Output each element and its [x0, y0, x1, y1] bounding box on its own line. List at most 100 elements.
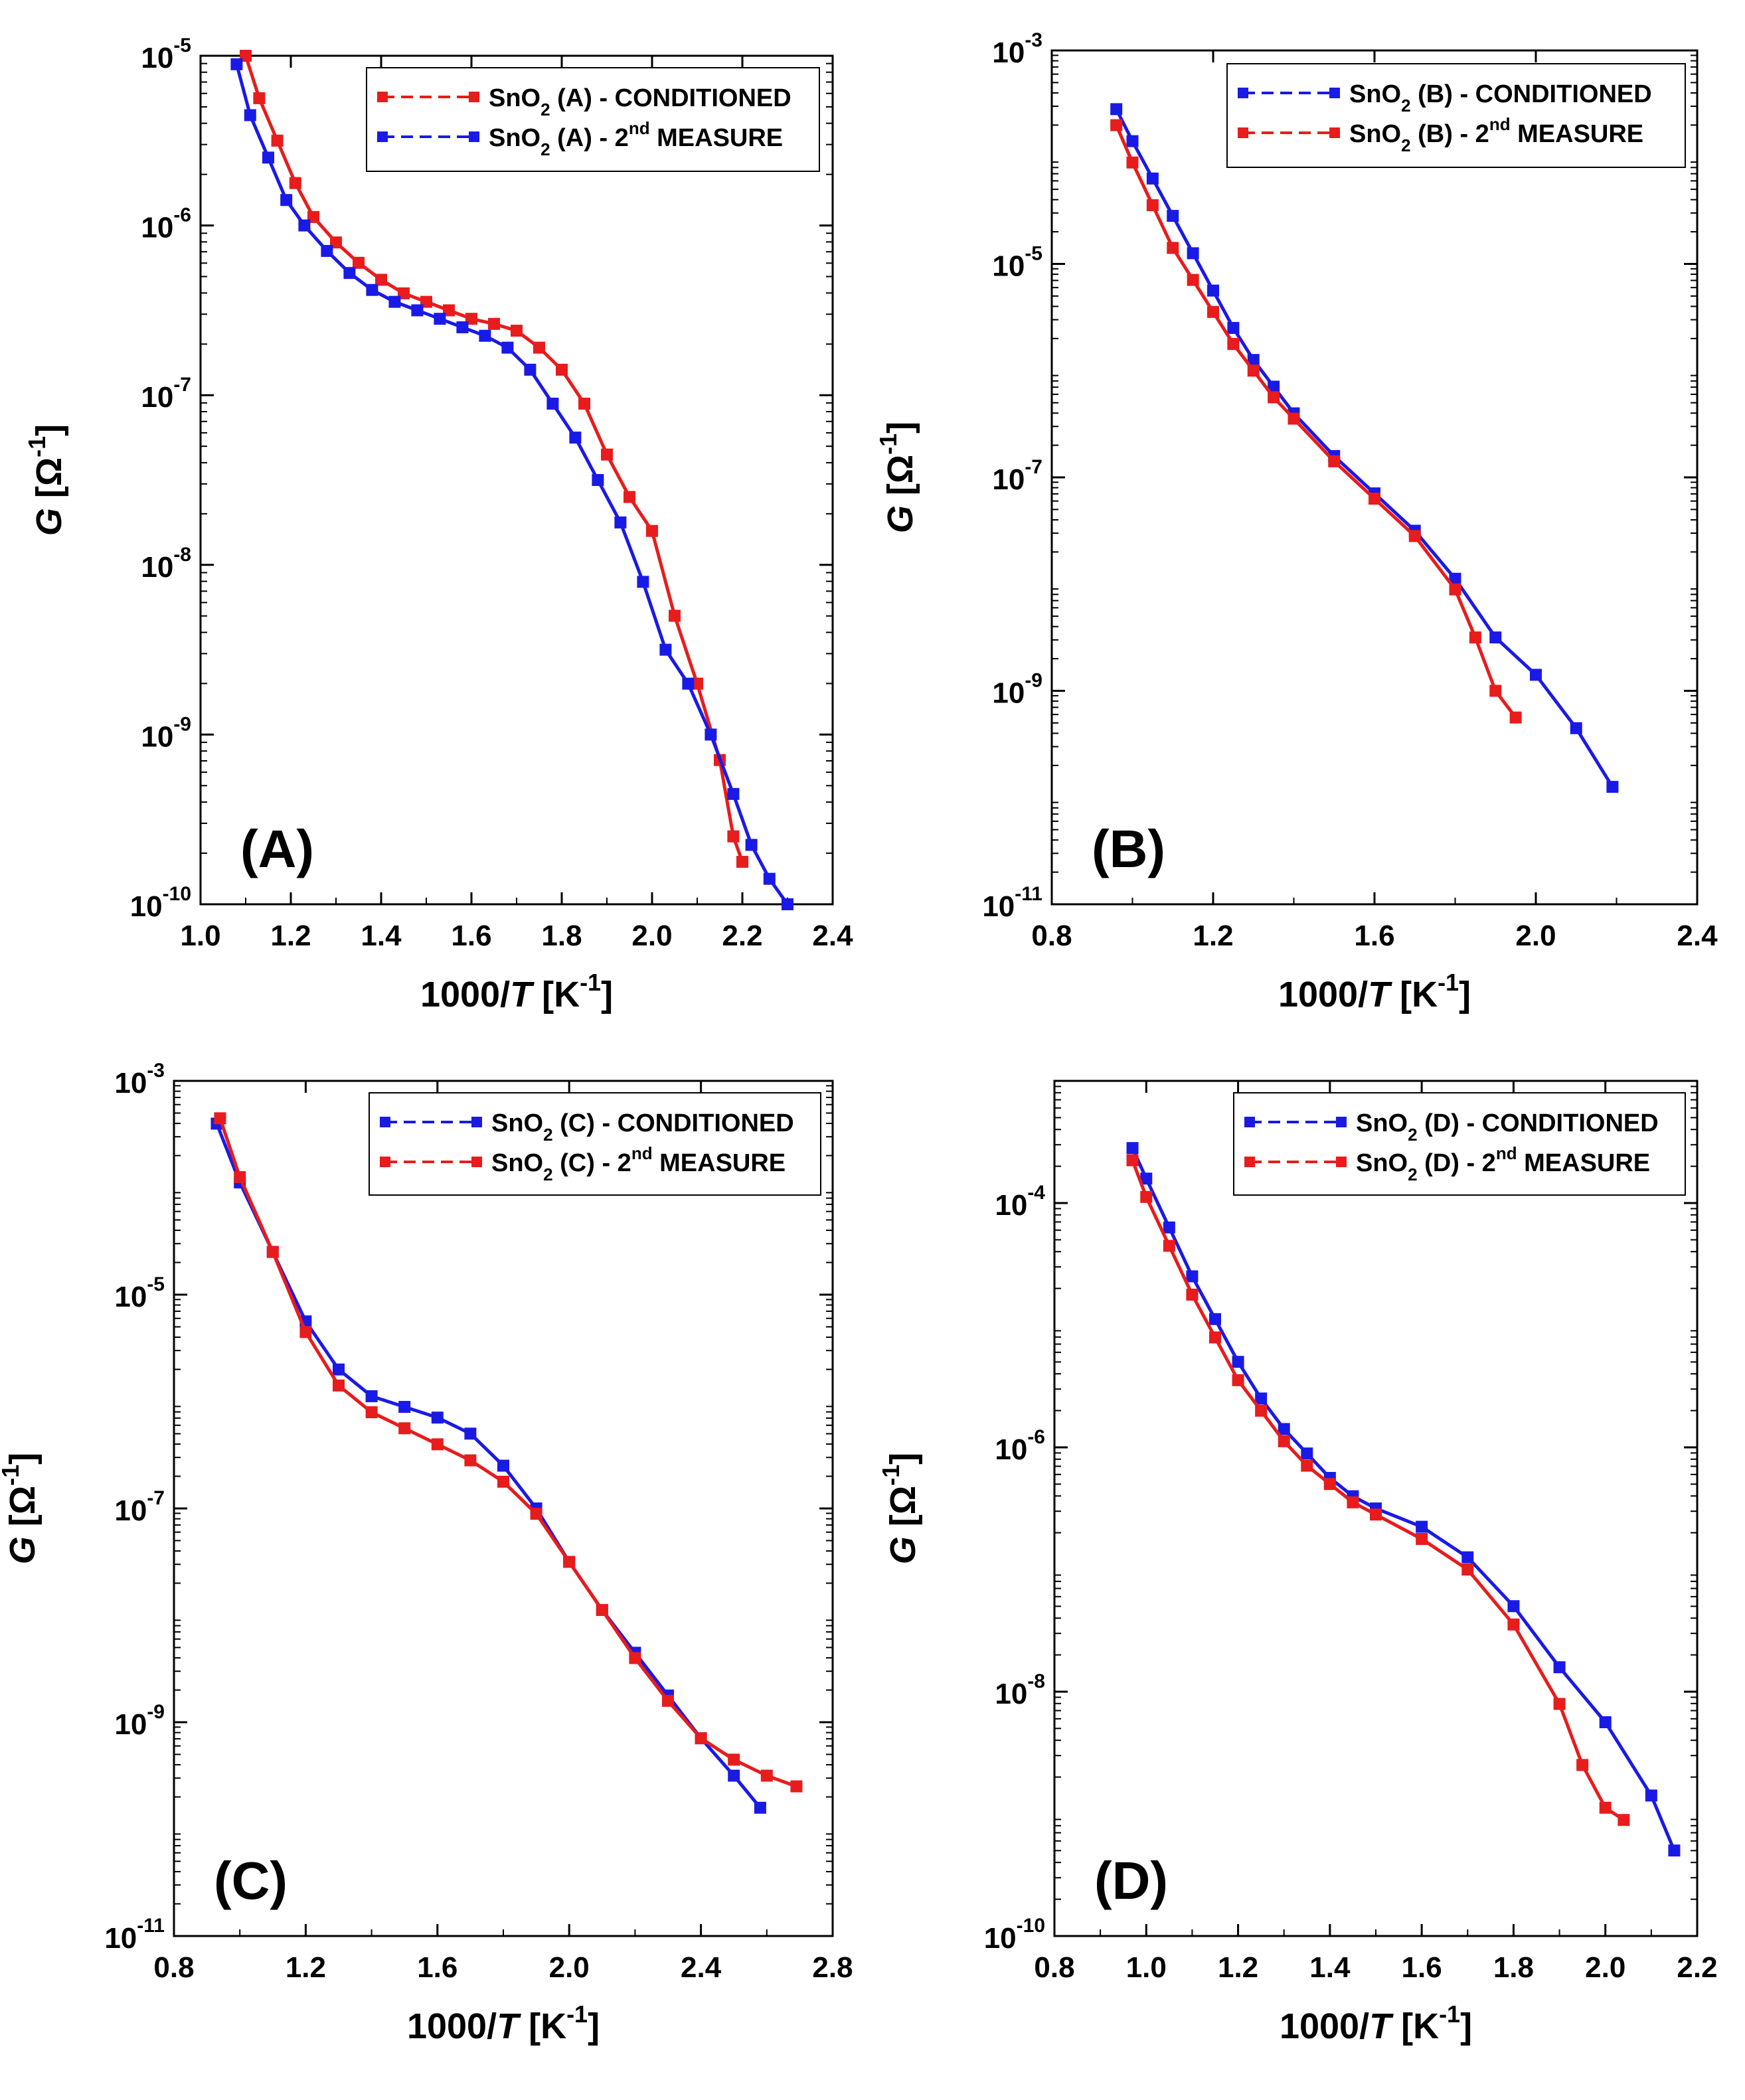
y-tick-label: 10-8: [995, 1670, 1045, 1710]
x-tick-label: 1.8: [1493, 1951, 1534, 1984]
x-tick-label: 1.6: [1354, 920, 1394, 952]
data-point: [1110, 103, 1123, 116]
data-point: [659, 643, 672, 656]
panel-D: 0.8 1.0 1.2 1.4 1.6 1.8 2.0 2.2 10-4 10-6 10-8 10-1…: [877, 1080, 1718, 2046]
data-point: [1247, 354, 1260, 366]
data-point: [1207, 284, 1219, 297]
y-axis-label: G [Ω-1]: [874, 422, 920, 533]
x-tick-label: 1.0: [1126, 1951, 1167, 1984]
legend-marker: [471, 1157, 482, 1167]
data-point: [262, 151, 274, 164]
data-point: [398, 1422, 411, 1435]
data-point: [1507, 1618, 1520, 1631]
legend-label: SnO2 (D) - CONDITIONED: [1356, 1109, 1659, 1145]
data-point: [1645, 1789, 1657, 1802]
y-tick-label: 10-7: [114, 1487, 165, 1527]
data-point: [1553, 1698, 1566, 1710]
series-1: [1110, 103, 1619, 793]
x-tick-label: 2.0: [549, 1951, 590, 1984]
y-tick-label: 10-8: [141, 544, 191, 584]
x-tick-label: 1.6: [451, 920, 491, 952]
data-point: [465, 313, 477, 325]
panel-A: 1.0 1.2 1.4 1.6 1.8 2.0 2.2 2.4 10-5 10-6 10-7 10-8…: [23, 35, 853, 1014]
data-point: [234, 1171, 246, 1183]
legend-box: [1233, 1092, 1686, 1196]
data-point: [1126, 1142, 1139, 1155]
data-point: [240, 50, 252, 62]
y-tick-label: 10-6: [141, 204, 191, 244]
x-tick-label: 1.2: [270, 920, 311, 952]
data-point: [1370, 1508, 1382, 1521]
legend-marker: [377, 92, 388, 102]
data-point: [1140, 1190, 1153, 1203]
data-point: [375, 274, 387, 286]
data-point: [705, 728, 717, 741]
data-point: [1268, 380, 1280, 393]
panel-C: 0.8 1.2 1.6 2.0 2.4 2.8 10-3 10-5 10-7 10-9 10-11 1…: [0, 1060, 853, 2046]
x-tick-label: 0.8: [153, 1951, 194, 1984]
legend-box: [366, 67, 820, 172]
data-point: [1167, 242, 1179, 254]
data-point: [1209, 1331, 1221, 1344]
legend-marker: [1238, 127, 1248, 138]
data-point: [271, 134, 284, 147]
series-line: [215, 1123, 762, 1809]
x-tick-label: 1.6: [417, 1951, 457, 1984]
y-tick-label: 10-5: [141, 35, 191, 74]
data-point: [333, 1363, 345, 1376]
data-point: [524, 363, 537, 376]
x-tick-label: 1.2: [1218, 1951, 1258, 1984]
data-point: [280, 194, 293, 206]
legend-marker: [1329, 127, 1340, 138]
y-tick-label: 10-9: [992, 670, 1042, 710]
data-point: [1416, 1533, 1428, 1545]
y-tick-label: 10-3: [992, 29, 1042, 69]
data-point: [431, 1412, 444, 1424]
data-point: [266, 1246, 279, 1258]
data-point: [1255, 1404, 1268, 1417]
data-point: [614, 516, 627, 528]
data-point: [1301, 1459, 1313, 1472]
data-point: [464, 1427, 477, 1440]
data-point: [533, 341, 545, 354]
data-point: [497, 1459, 509, 1472]
x-axis-label: 1000/T [K-1]: [407, 2000, 600, 2046]
data-point: [333, 1379, 345, 1392]
panel-label: (C): [214, 1851, 288, 1910]
data-point: [388, 295, 401, 308]
y-tick-label: 10-4: [995, 1182, 1045, 1222]
data-point: [1126, 135, 1139, 147]
data-point: [1489, 685, 1502, 697]
y-tick-label: 10-11: [982, 883, 1042, 923]
y-tick-label: 10-7: [992, 456, 1042, 496]
legend-marker: [380, 1117, 390, 1127]
series-line: [1131, 1147, 1676, 1852]
legend-box: [369, 1092, 821, 1196]
data-point: [629, 1652, 641, 1664]
data-point: [365, 1390, 378, 1402]
data-point: [479, 329, 491, 342]
data-point: [1187, 274, 1199, 286]
data-point: [330, 236, 342, 249]
data-point: [1126, 1154, 1139, 1167]
y-tick-label: 10-7: [141, 374, 191, 414]
panel-label: (B): [1092, 819, 1165, 878]
data-point: [1449, 583, 1461, 596]
legend-marker: [1238, 88, 1248, 98]
legend-label: SnO2 (A) - 2nd MEASURE: [489, 118, 783, 159]
data-point: [1301, 1447, 1313, 1460]
legend-marker: [469, 131, 479, 142]
data-point: [662, 1694, 674, 1707]
y-axis-label: G [Ω-1]: [0, 1453, 42, 1564]
data-point: [596, 1603, 608, 1616]
data-point: [736, 856, 748, 868]
panel-B: 0.8 1.2 1.6 2.0 2.4 10-3 10-5 10-7 10-9 10-11 1000…: [874, 29, 1718, 1014]
data-point: [289, 177, 301, 189]
data-point: [1576, 1759, 1589, 1771]
data-point: [1606, 781, 1619, 793]
series-line: [1114, 108, 1614, 788]
series-1: [240, 50, 748, 868]
data-point: [511, 325, 523, 337]
data-point: [1146, 199, 1159, 212]
